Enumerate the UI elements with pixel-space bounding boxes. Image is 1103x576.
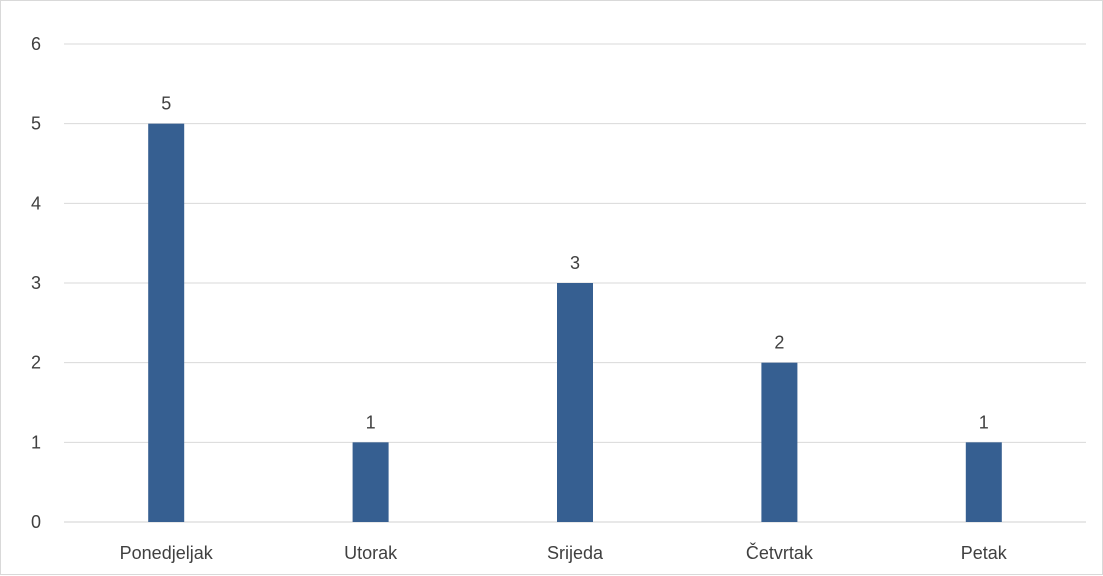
y-tick-label: 6 xyxy=(31,34,41,54)
y-tick-label: 5 xyxy=(31,114,41,134)
x-tick-label: Utorak xyxy=(344,543,398,563)
y-tick-label: 4 xyxy=(31,193,41,213)
y-tick-label: 0 xyxy=(31,512,41,532)
x-tick-label: Ponedjeljak xyxy=(120,543,214,563)
gridlines xyxy=(64,43,1086,523)
data-label: 5 xyxy=(161,94,171,114)
x-axis-ticks: Ponedjeljak Utorak Srijeda Četvrtak Petak xyxy=(120,542,1008,563)
y-tick-label: 1 xyxy=(31,432,41,452)
y-tick-label: 2 xyxy=(31,353,41,373)
bar xyxy=(965,442,1002,522)
bar xyxy=(352,442,389,522)
bar xyxy=(557,283,593,522)
data-label: 1 xyxy=(366,412,376,432)
x-tick-label: Četvrtak xyxy=(746,542,814,563)
bar xyxy=(761,362,798,522)
data-labels: 5 1 3 2 1 xyxy=(161,94,989,433)
x-tick-label: Srijeda xyxy=(547,543,604,563)
x-tick-label: Petak xyxy=(961,543,1008,563)
y-tick-label: 3 xyxy=(31,273,41,293)
data-label: 3 xyxy=(570,253,580,273)
y-axis-ticks: 0 1 2 3 4 5 6 xyxy=(31,34,41,532)
data-label: 1 xyxy=(979,412,989,432)
bars xyxy=(148,123,1002,523)
data-label: 2 xyxy=(774,333,784,353)
bar xyxy=(148,123,185,523)
